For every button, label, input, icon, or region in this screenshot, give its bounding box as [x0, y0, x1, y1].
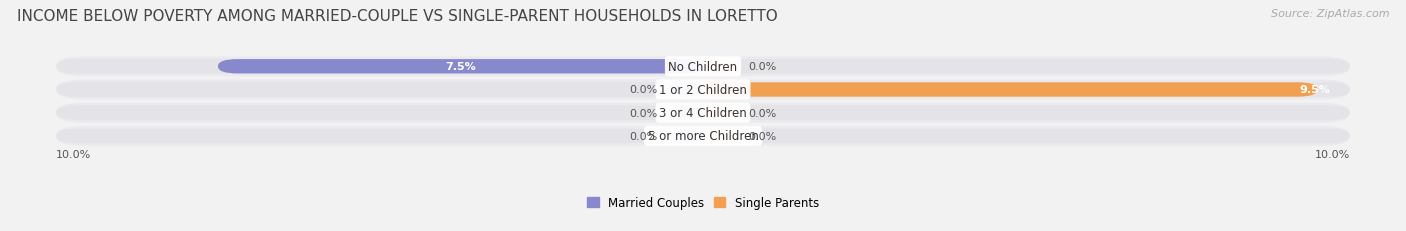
FancyBboxPatch shape [218, 60, 703, 74]
FancyBboxPatch shape [703, 83, 1317, 97]
Text: 0.0%: 0.0% [748, 131, 776, 141]
FancyBboxPatch shape [56, 57, 1350, 77]
Text: 0.0%: 0.0% [748, 62, 776, 72]
FancyBboxPatch shape [671, 106, 703, 120]
Text: 7.5%: 7.5% [446, 62, 475, 72]
Legend: Married Couples, Single Parents: Married Couples, Single Parents [586, 196, 820, 209]
Text: 10.0%: 10.0% [56, 149, 91, 159]
FancyBboxPatch shape [703, 106, 1350, 120]
FancyBboxPatch shape [56, 103, 1350, 123]
FancyBboxPatch shape [671, 129, 703, 143]
Text: 0.0%: 0.0% [630, 131, 658, 141]
Text: 3 or 4 Children: 3 or 4 Children [659, 107, 747, 120]
Text: 0.0%: 0.0% [748, 108, 776, 118]
FancyBboxPatch shape [56, 106, 703, 120]
FancyBboxPatch shape [56, 83, 703, 97]
Text: 1 or 2 Children: 1 or 2 Children [659, 84, 747, 97]
FancyBboxPatch shape [703, 60, 735, 74]
FancyBboxPatch shape [703, 129, 735, 143]
FancyBboxPatch shape [703, 106, 735, 120]
Text: Source: ZipAtlas.com: Source: ZipAtlas.com [1271, 9, 1389, 19]
Text: 0.0%: 0.0% [630, 85, 658, 95]
Text: 10.0%: 10.0% [1315, 149, 1350, 159]
FancyBboxPatch shape [56, 129, 703, 143]
FancyBboxPatch shape [56, 60, 703, 74]
FancyBboxPatch shape [56, 127, 1350, 146]
FancyBboxPatch shape [703, 60, 1350, 74]
Text: No Children: No Children [668, 61, 738, 73]
Text: 0.0%: 0.0% [630, 108, 658, 118]
FancyBboxPatch shape [56, 80, 1350, 100]
Text: 5 or more Children: 5 or more Children [648, 130, 758, 143]
Text: 9.5%: 9.5% [1299, 85, 1330, 95]
Text: INCOME BELOW POVERTY AMONG MARRIED-COUPLE VS SINGLE-PARENT HOUSEHOLDS IN LORETTO: INCOME BELOW POVERTY AMONG MARRIED-COUPL… [17, 9, 778, 24]
FancyBboxPatch shape [671, 83, 703, 97]
FancyBboxPatch shape [703, 83, 1350, 97]
FancyBboxPatch shape [703, 129, 1350, 143]
